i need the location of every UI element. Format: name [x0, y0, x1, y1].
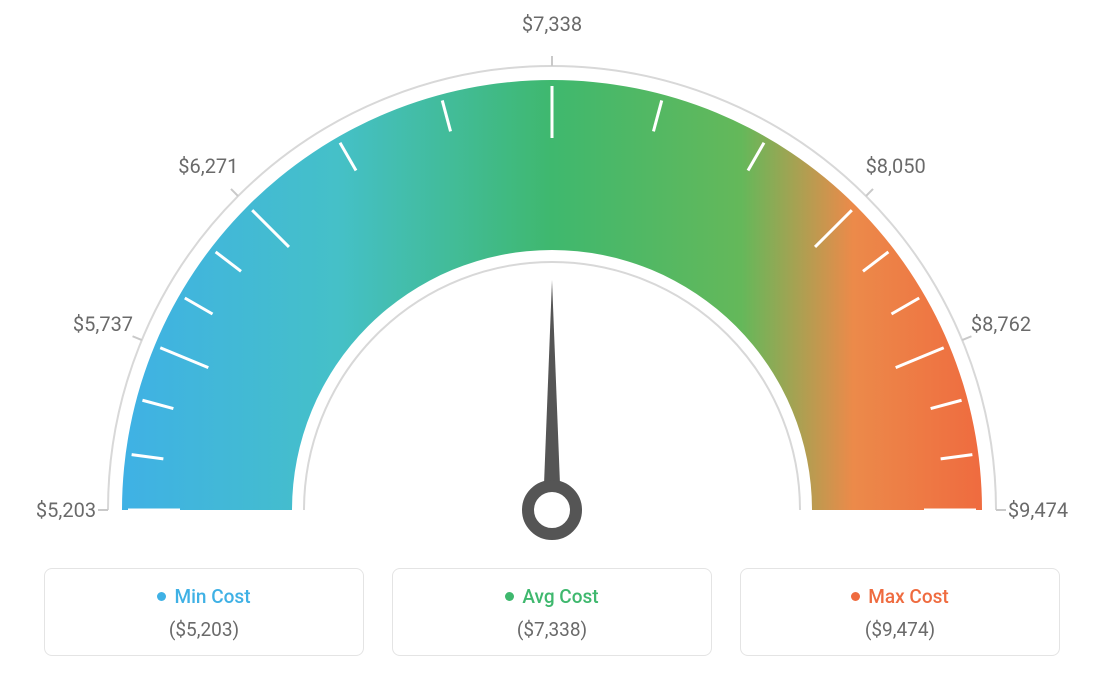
gauge-tick-label: $7,338 — [522, 12, 582, 36]
gauge-tick-label: $5,203 — [36, 498, 96, 522]
dot-icon — [157, 592, 166, 601]
gauge-tick-label: $6,271 — [178, 154, 238, 178]
legend-title-text: Max Cost — [868, 585, 948, 608]
gauge-tick-label: $9,474 — [1008, 498, 1068, 522]
gauge-svg — [62, 20, 1042, 560]
legend-title-text: Avg Cost — [522, 585, 598, 608]
legend-row: Min Cost ($5,203) Avg Cost ($7,338) Max … — [0, 568, 1104, 656]
legend-value-avg: ($7,338) — [393, 618, 711, 641]
gauge-chart-container: $5,203 $5,737 $6,271 $7,338 $8,050 $8,762 $9,4… — [0, 0, 1104, 690]
gauge-tick-label: $5,737 — [73, 312, 133, 336]
legend-value-min: ($5,203) — [45, 618, 363, 641]
legend-title-min: Min Cost — [45, 585, 363, 608]
legend-card-max: Max Cost ($9,474) — [740, 568, 1060, 656]
gauge-tick-label: $8,762 — [971, 312, 1031, 336]
legend-title-avg: Avg Cost — [393, 585, 711, 608]
dot-icon — [851, 592, 860, 601]
gauge-tick-label: $8,050 — [866, 154, 926, 178]
legend-title-text: Min Cost — [174, 585, 250, 608]
dot-icon — [505, 592, 514, 601]
legend-value-max: ($9,474) — [741, 618, 1059, 641]
legend-card-min: Min Cost ($5,203) — [44, 568, 364, 656]
legend-card-avg: Avg Cost ($7,338) — [392, 568, 712, 656]
gauge-area: $5,203 $5,737 $6,271 $7,338 $8,050 $8,762 $9,4… — [0, 0, 1104, 560]
legend-title-max: Max Cost — [741, 585, 1059, 608]
